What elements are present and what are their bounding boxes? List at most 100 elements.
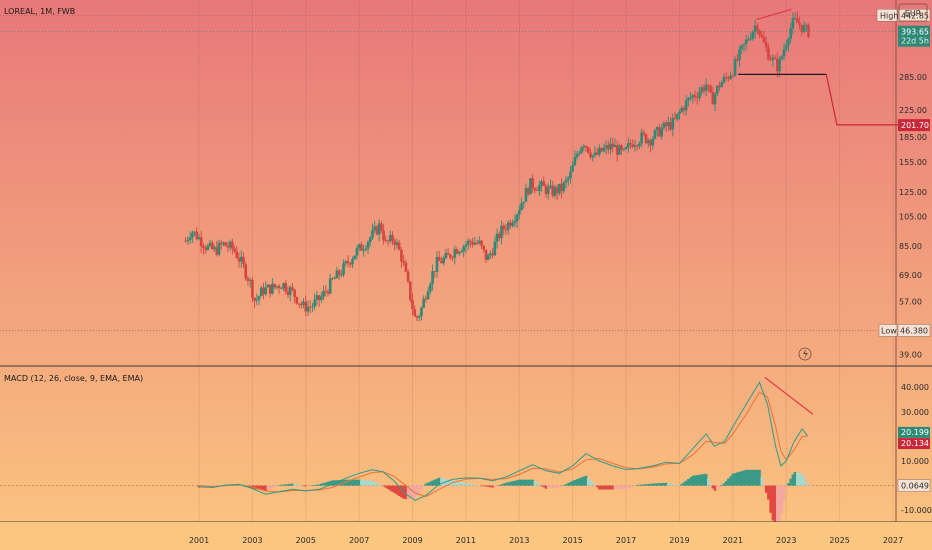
time-tick-label: 2011 (456, 536, 476, 545)
macd-hist-bar (680, 483, 683, 486)
macd-hist-bar (531, 479, 534, 486)
candle-body (377, 223, 381, 235)
candle-body (395, 242, 399, 245)
candle-body (502, 225, 506, 230)
candle-body (571, 165, 574, 172)
macd-hist-bar (778, 485, 781, 522)
time-axis[interactable]: 2001 2003 2005 2007 2009 2011 2013 2015 2017 2019… (0, 522, 932, 550)
price-divergence-line[interactable] (756, 8, 792, 20)
macd-tick-label: 40.000 (901, 383, 929, 392)
macd-hist-bar (406, 485, 410, 499)
macd-hist-bar (362, 480, 365, 486)
candle-body (713, 93, 717, 105)
time-tick-label: 2021 (723, 536, 743, 545)
candle-body (509, 222, 512, 226)
candle-body (744, 39, 748, 44)
candle-body (640, 132, 643, 144)
candle-body (186, 239, 190, 242)
candle-body (342, 263, 345, 275)
macd-hist-bar (664, 482, 668, 486)
macd-hist-bar (642, 484, 646, 486)
macd-hist-bar (711, 485, 715, 489)
price-tick-label: 39.00 (899, 351, 922, 360)
candle-body (629, 143, 632, 145)
macd-hist-bar (504, 482, 508, 486)
macd-hist-bar (682, 482, 686, 486)
macd-hist-bar (420, 485, 423, 490)
macd-hist-bar (769, 485, 772, 513)
candle-body (611, 143, 615, 148)
macd-hist-bar (395, 485, 399, 495)
candle-body (515, 214, 519, 222)
candle-body (453, 249, 457, 258)
candle-body (460, 251, 463, 253)
macd-hist-bar (435, 478, 439, 486)
candle-body (664, 122, 668, 127)
candle-body (613, 145, 617, 148)
macd-divergence-line[interactable] (764, 376, 814, 415)
candle-body (184, 240, 187, 242)
candle-body (442, 258, 445, 264)
candle-body (651, 138, 655, 146)
low-tag (878, 324, 898, 337)
candle-body (228, 241, 232, 248)
candle-body (553, 187, 557, 196)
macd-hist-bar (729, 476, 732, 486)
candle-body (749, 38, 752, 40)
macd-hist-bar (364, 480, 368, 486)
candle-body (782, 49, 786, 57)
price-tick-label: 125.00 (899, 188, 927, 197)
candle-body (802, 25, 806, 32)
candle-body (384, 240, 388, 242)
candle-body (718, 85, 721, 88)
candle-body (584, 145, 588, 148)
candle-body (644, 134, 648, 144)
time-tick-label: 2027 (883, 536, 903, 545)
candle-body (796, 17, 799, 23)
macd-hist-bar (744, 469, 748, 486)
currency-button[interactable] (898, 3, 928, 22)
candle-body (711, 92, 715, 105)
lightning-icon[interactable] (798, 347, 812, 361)
candle-body (653, 130, 657, 139)
projection-line[interactable] (825, 74, 910, 126)
macd-hist-bar (502, 483, 506, 486)
candle-body (404, 262, 408, 272)
candle-body (682, 107, 686, 111)
price-axis[interactable]: 285.00 225.00 185.00 155.00 125.00 105.00 85.0… (876, 9, 931, 360)
macd-hist-bar (355, 479, 359, 486)
candle-body (620, 145, 623, 150)
low-value-label: 46.380 (900, 326, 928, 335)
macd-hist-bar (366, 480, 370, 486)
macd-hist-bar (522, 479, 526, 486)
candle-body (709, 85, 712, 93)
candle-body (715, 85, 719, 94)
macd-hist-bar (702, 474, 706, 486)
macd-hist-bar (787, 483, 790, 486)
macd-axis[interactable]: 40.000 30.000 10.000 -10.000 20.199 20.134 0.0… (897, 383, 932, 515)
time-tick-label: 2007 (349, 536, 369, 545)
macd-hist-bar (391, 485, 394, 492)
candle-body (615, 145, 619, 155)
macd-hist-bar (331, 480, 334, 486)
candle-body (486, 255, 490, 260)
candle-body (373, 226, 377, 230)
macd-hist-bar (308, 485, 312, 487)
target-label: 201.70 (901, 121, 929, 130)
candle-body (457, 252, 461, 254)
candle-body (529, 178, 532, 195)
macd-lines (198, 381, 808, 501)
candle-body (231, 241, 234, 249)
candle-body (558, 183, 561, 194)
candle-body (722, 76, 726, 83)
candle-body (497, 233, 501, 239)
chart-title: LOREAL, 1M, FWB (4, 7, 75, 16)
candle-body (362, 249, 365, 251)
macd-hist-bar (351, 479, 354, 486)
candle-body (449, 254, 452, 258)
price-tick-label: 69.00 (899, 271, 922, 280)
macd-hist-bar (497, 485, 501, 486)
macd-hist-bar (471, 484, 474, 486)
candle-body (202, 246, 205, 249)
